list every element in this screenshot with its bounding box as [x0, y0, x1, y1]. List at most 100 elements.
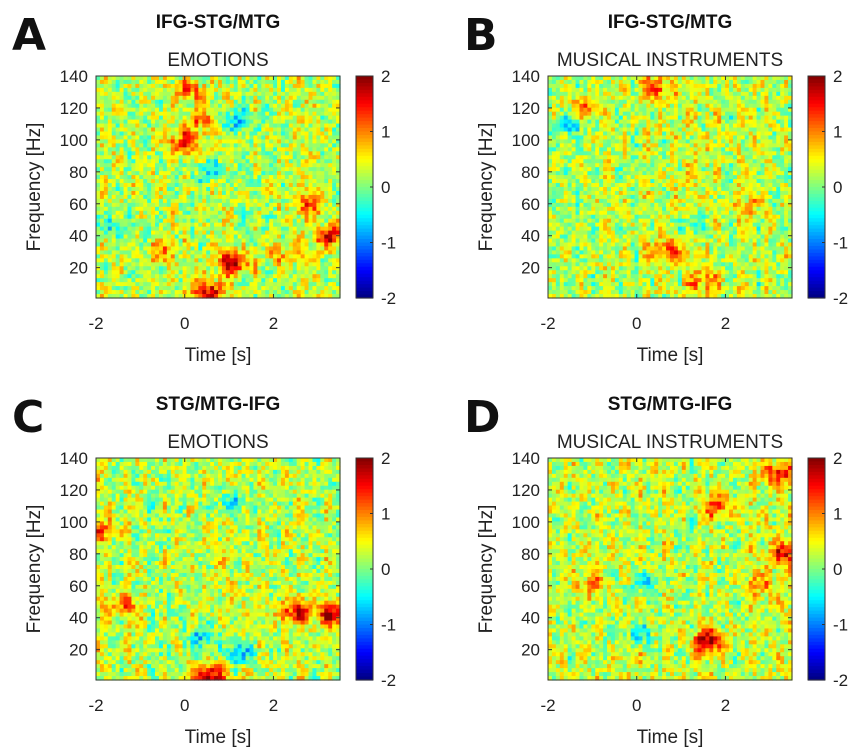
heatmap-cell	[284, 234, 290, 240]
heatmap-cell	[705, 119, 710, 125]
heatmap-cell	[744, 159, 750, 164]
heatmap-cell	[111, 127, 117, 133]
heatmap-cell	[336, 99, 341, 105]
heatmap-cell	[143, 119, 148, 125]
heatmap-cell	[300, 214, 306, 220]
heatmap-cell	[265, 250, 270, 255]
heatmap-cell	[162, 198, 168, 204]
heatmap-cell	[308, 238, 314, 244]
heatmap-cell	[603, 83, 608, 89]
heatmap-cell	[284, 179, 290, 184]
heatmap-cell	[103, 282, 109, 287]
heatmap-cell	[717, 111, 722, 117]
heatmap-cell	[182, 266, 188, 271]
heatmap-cell	[634, 111, 640, 117]
heatmap-cell	[610, 147, 616, 152]
heatmap-cell	[194, 234, 199, 240]
heatmap-cell	[634, 131, 640, 137]
heatmap-cell	[131, 198, 136, 204]
heatmap-cell	[288, 131, 294, 137]
heatmap-cell	[202, 218, 207, 224]
heatmap-cell	[198, 187, 203, 192]
heatmap-cell	[567, 163, 573, 168]
heatmap-cell	[316, 230, 321, 236]
heatmap-cell	[296, 183, 302, 188]
heatmap-cell	[229, 246, 235, 252]
heatmap-cell	[308, 250, 314, 255]
heatmap-cell	[229, 155, 235, 160]
heatmap-cell	[312, 258, 317, 263]
heatmap-cell	[249, 274, 255, 279]
heatmap-cell	[99, 194, 105, 200]
heatmap-cell	[587, 119, 592, 125]
heatmap-cell	[320, 278, 325, 283]
heatmap-cell	[257, 286, 262, 291]
heatmap-cell	[729, 115, 734, 121]
heatmap-cell	[320, 111, 325, 117]
heatmap-cell	[218, 135, 223, 141]
heatmap-cell	[229, 250, 235, 255]
heatmap-cell	[186, 246, 192, 252]
heatmap-cell	[151, 238, 156, 244]
heatmap-cell	[147, 179, 152, 184]
heatmap-cell	[709, 91, 714, 97]
heatmap-cell	[96, 286, 101, 291]
heatmap-cell	[776, 143, 781, 148]
heatmap-cell	[190, 103, 195, 109]
heatmap-cell	[96, 206, 101, 212]
heatmap-cell	[206, 222, 211, 228]
heatmap-cell	[265, 76, 270, 81]
heatmap-cell	[265, 151, 270, 156]
heatmap-cell	[135, 179, 140, 184]
heatmap-cell	[705, 76, 710, 81]
heatmap-cell	[642, 79, 647, 85]
heatmap-cell	[662, 151, 667, 156]
heatmap-cell	[725, 91, 730, 97]
heatmap-cell	[131, 282, 136, 287]
heatmap-cell	[245, 179, 251, 184]
heatmap-cell	[178, 226, 184, 232]
heatmap-cell	[280, 278, 286, 283]
heatmap-cell	[206, 258, 211, 263]
heatmap-cell	[312, 119, 317, 125]
heatmap-cell	[249, 262, 255, 267]
heatmap-cell	[170, 262, 176, 267]
heatmap-cell	[579, 127, 585, 133]
heatmap-cell	[320, 167, 325, 172]
heatmap-cell	[610, 87, 616, 93]
heatmap-cell	[218, 79, 223, 85]
heatmap-cell	[210, 163, 215, 168]
heatmap-cell	[174, 163, 180, 168]
y-axis-label: Frequency [Hz]	[24, 123, 45, 252]
heatmap-cell	[551, 135, 557, 141]
heatmap-cell	[308, 274, 314, 279]
heatmap-cell	[265, 246, 270, 252]
heatmap-cell	[610, 143, 616, 148]
heatmap-cell	[575, 139, 581, 144]
heatmap-cell	[210, 95, 215, 101]
heatmap-cell	[166, 123, 172, 129]
heatmap-cell	[186, 258, 192, 263]
heatmap-cell	[127, 202, 133, 208]
heatmap-cell	[697, 155, 703, 160]
heatmap-cell	[713, 115, 718, 121]
heatmap-cell	[595, 151, 600, 156]
heatmap-cell	[571, 155, 577, 160]
heatmap-cell	[257, 76, 262, 81]
heatmap-cell	[182, 83, 188, 89]
heatmap-cell	[96, 119, 101, 125]
heatmap-cell	[99, 147, 105, 152]
heatmap-cell	[591, 115, 596, 121]
heatmap-cell	[115, 79, 121, 85]
panel-subtitle: EMOTIONS	[167, 50, 268, 71]
heatmap-cell	[111, 262, 117, 267]
heatmap-cell	[662, 79, 667, 85]
heatmap-cell	[245, 222, 251, 228]
heatmap-cell	[139, 290, 144, 295]
heatmap-cell	[776, 91, 781, 97]
heatmap-cell	[551, 83, 557, 89]
heatmap-cell	[155, 274, 160, 279]
heatmap-cell	[579, 159, 585, 164]
heatmap-cell	[764, 107, 769, 113]
heatmap-cell	[214, 226, 219, 232]
